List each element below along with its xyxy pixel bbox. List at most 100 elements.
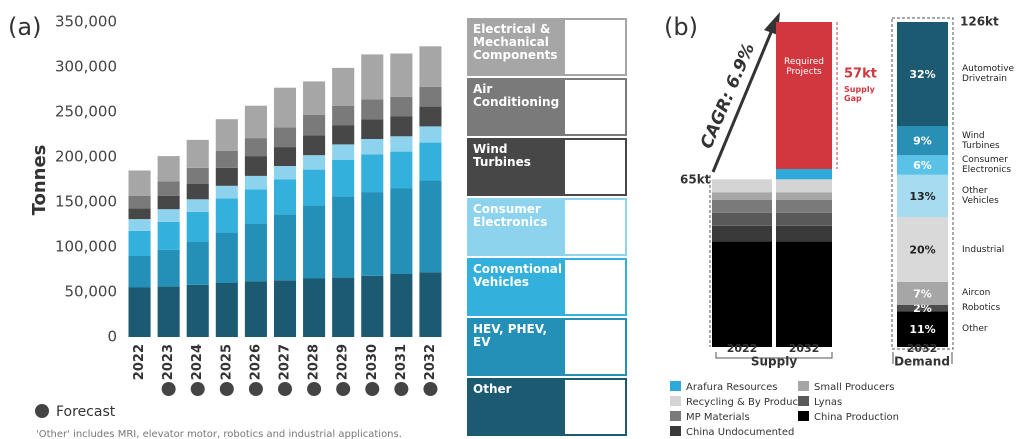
legend-item: HEV, PHEV, EV xyxy=(467,318,627,376)
bar-segment xyxy=(332,105,355,126)
bar-segment xyxy=(712,199,772,213)
forecast-marker xyxy=(248,382,263,396)
legend-label: Wind Turbines xyxy=(469,140,565,194)
bar-segment xyxy=(332,144,355,160)
bar-segment xyxy=(361,192,384,276)
data-label: 9% xyxy=(913,135,932,148)
panel-label: (b) xyxy=(664,13,698,41)
bar-segment xyxy=(157,209,180,222)
bar-segment xyxy=(303,135,326,156)
x-tick-label: 2029 xyxy=(336,344,351,380)
bar-segment xyxy=(712,179,772,193)
y-tick-label: 0 xyxy=(107,328,117,346)
legend-item: Wind Turbines xyxy=(467,138,627,196)
bar-segment xyxy=(712,192,772,200)
bar-segment xyxy=(419,126,442,143)
legend-label: Electrical & Mechanical Components xyxy=(469,20,565,74)
bar-segment xyxy=(244,281,267,337)
y-tick-label: 50,000 xyxy=(65,283,118,301)
bar-segment xyxy=(186,139,209,168)
x-tick-label: 2025 xyxy=(219,344,234,380)
y-tick-label: 300,000 xyxy=(55,58,117,76)
x-tick-label: 2024 xyxy=(190,344,205,380)
legend-swatch xyxy=(670,381,681,391)
bar-segment xyxy=(419,46,442,87)
bar-segment xyxy=(361,154,384,193)
x-tick-label: 2023 xyxy=(161,344,176,380)
bar-segment xyxy=(776,169,832,180)
forecast-marker xyxy=(394,382,409,396)
y-tick-label: 200,000 xyxy=(55,148,117,166)
bar-segment xyxy=(332,125,355,145)
bar-segment xyxy=(215,198,238,233)
bar-segment xyxy=(390,116,413,137)
bar-segment xyxy=(157,249,180,287)
bar-segment xyxy=(361,139,384,155)
bar-segment xyxy=(303,155,326,170)
x-tick-label: 2022 xyxy=(727,342,758,355)
y-tick-label: 350,000 xyxy=(55,13,117,31)
bar-segment xyxy=(332,67,355,106)
x-axis-label: Demand xyxy=(894,355,950,369)
bar-segment xyxy=(186,284,209,337)
bar-segment xyxy=(419,272,442,337)
legend-label: Conventional Vehicles xyxy=(469,260,565,314)
legend-label: HEV, PHEV, EV xyxy=(469,320,565,374)
bar-segment xyxy=(244,175,267,190)
legend-label: MP Materials xyxy=(686,412,750,423)
segment-label: Industrial xyxy=(962,244,1005,255)
forecast-marker xyxy=(365,382,380,396)
x-tick-label: 2031 xyxy=(394,344,409,380)
bar-segment xyxy=(776,212,832,226)
legend-swatch xyxy=(670,411,681,421)
legend-label: Consumer Electronics xyxy=(469,200,565,254)
bar-segment xyxy=(273,87,297,128)
legend-label: Other xyxy=(469,380,565,434)
supply-bracket xyxy=(715,352,833,359)
x-tick-label: 2028 xyxy=(307,344,322,380)
supply-total: 65kt xyxy=(680,173,711,187)
legend-item: Air Conditioning xyxy=(467,78,627,136)
bar-segment xyxy=(897,304,948,312)
bar-segment xyxy=(128,219,151,231)
bar-segment xyxy=(273,280,297,337)
bar-segment xyxy=(244,105,267,139)
legend-label: Air Conditioning xyxy=(469,80,565,134)
bar-segment xyxy=(303,278,326,337)
segment-label: Automotive Drivetrain xyxy=(962,64,1015,84)
legend-item: Electrical & Mechanical Components xyxy=(467,18,627,76)
bar-segment xyxy=(897,155,948,175)
legend-label: Arafura Resources xyxy=(686,382,777,393)
legend-label: Small Producers xyxy=(814,382,894,393)
y-tick-label: 100,000 xyxy=(55,238,117,256)
segment-label: Wind Turbines xyxy=(962,130,1000,151)
bar-segment xyxy=(776,241,832,347)
bar-segment xyxy=(244,156,267,176)
legend-label: China Production xyxy=(814,412,899,423)
bar-segment xyxy=(419,106,442,127)
bar-segment xyxy=(273,214,297,281)
demand-bracket xyxy=(892,352,953,364)
bar-segment xyxy=(186,167,209,184)
note: 'Other' includes MRI, elevator motor, ro… xyxy=(36,429,402,439)
bar-segment xyxy=(186,184,209,200)
bar-segment xyxy=(273,147,297,166)
gap-label: Required Projects xyxy=(783,57,825,77)
bar-segment xyxy=(712,241,772,347)
bar-segment xyxy=(390,136,413,152)
legend-item: Other xyxy=(467,378,627,436)
x-tick-label: 2026 xyxy=(248,344,263,380)
bar-segment xyxy=(273,166,297,180)
forecast-marker xyxy=(161,382,176,396)
bar-segment xyxy=(215,167,238,186)
forecast-marker xyxy=(423,382,438,396)
bar-segment xyxy=(332,196,355,278)
y-tick-label: 150,000 xyxy=(55,193,117,211)
y-axis-label: Tonnes xyxy=(29,145,50,216)
segment-label: Aircon xyxy=(962,288,991,299)
bar-segment xyxy=(128,208,151,220)
segment-label: Consumer Electronics xyxy=(962,155,1012,175)
gap-value-label: 57kt xyxy=(844,67,877,82)
bar-segment xyxy=(390,96,413,117)
bar-segment xyxy=(215,283,238,337)
